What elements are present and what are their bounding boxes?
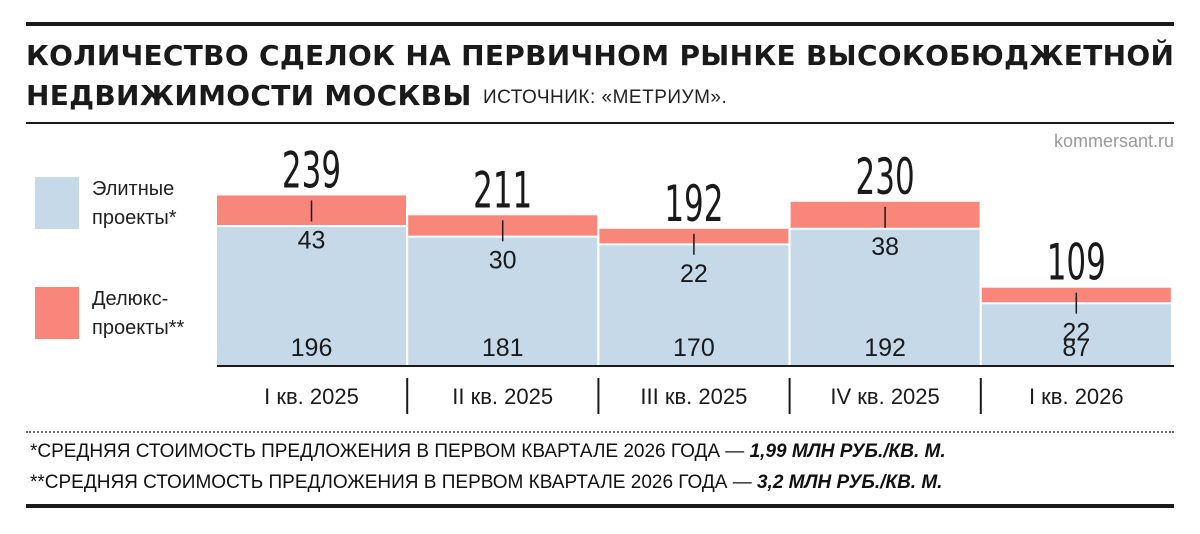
- total-label: 192: [664, 174, 723, 233]
- deluxe-value-label: 43: [298, 226, 326, 254]
- deluxe-value-label: 30: [489, 246, 517, 274]
- elite-value-label: 192: [864, 334, 906, 362]
- footnote-separator: [26, 431, 1174, 433]
- chart-title-line-1: КОЛИЧЕСТВО СДЕЛОК НА ПЕРВИЧНОМ РЫНКЕ ВЫС…: [26, 39, 1175, 72]
- category-label: II кв. 2025: [452, 384, 553, 409]
- header-divider: [26, 122, 1174, 124]
- source-note: ИСТОЧНИК: «МЕТРИУМ».: [483, 87, 728, 108]
- site-label: kommersant.ru: [1053, 131, 1174, 151]
- footnote-elite-text: *СРЕДНЯЯ СТОИМОСТЬ ПРЕДЛОЖЕНИЯ В ПЕРВОМ …: [30, 441, 750, 462]
- top-rule: [26, 22, 1174, 26]
- elite-value-label: 181: [482, 334, 524, 362]
- category-label: I кв. 2025: [264, 384, 359, 409]
- bar-elite: [217, 225, 406, 365]
- chart-title-line-2: НЕДВИЖИМОСТИ МОСКВЫ: [26, 79, 472, 112]
- category-label: III кв. 2025: [640, 384, 747, 409]
- footnote-deluxe-text: **СРЕДНЯЯ СТОИМОСТЬ ПРЕДЛОЖЕНИЯ В ПЕРВОМ…: [30, 472, 757, 493]
- total-label: 230: [856, 147, 915, 206]
- legend-label-elite: Элитные проекты*: [92, 178, 177, 229]
- deluxe-value-label: 22: [1062, 319, 1090, 347]
- total-label: 239: [282, 141, 341, 200]
- legend-swatch-elite: [35, 177, 79, 229]
- total-label: 211: [473, 160, 532, 219]
- bar-elite: [790, 228, 980, 365]
- elite-value-label: 87: [1062, 334, 1090, 362]
- legend-label-deluxe: Делюкс- проекты**: [92, 288, 185, 339]
- footnote-elite-value: 1,99 МЛН РУБ./КВ. М.: [749, 441, 946, 462]
- footnote-deluxe: **СРЕДНЯЯ СТОИМОСТЬ ПРЕДЛОЖЕНИЯ В ПЕРВОМ…: [30, 472, 942, 494]
- chart-title: КОЛИЧЕСТВО СДЕЛОК НА ПЕРВИЧНОМ РЫНКЕ ВЫС…: [26, 36, 1174, 116]
- elite-value-label: 170: [673, 334, 715, 362]
- bar-elite: [408, 236, 598, 365]
- footnote-deluxe-value: 3,2 МЛН РУБ./КВ. М.: [756, 472, 943, 493]
- bar-elite: [599, 244, 789, 365]
- footnote-elite: *СРЕДНЯЯ СТОИМОСТЬ ПРЕДЛОЖЕНИЯ В ПЕРВОМ …: [30, 441, 946, 463]
- total-label: 109: [1047, 233, 1106, 292]
- category-label: I кв. 2026: [1029, 384, 1124, 409]
- deluxe-value-label: 22: [680, 260, 708, 288]
- category-label: IV кв. 2025: [830, 384, 939, 409]
- legend-swatch-deluxe: [35, 287, 79, 339]
- elite-value-label: 196: [291, 334, 333, 362]
- deluxe-value-label: 38: [871, 233, 899, 261]
- bottom-rule: [26, 504, 1174, 508]
